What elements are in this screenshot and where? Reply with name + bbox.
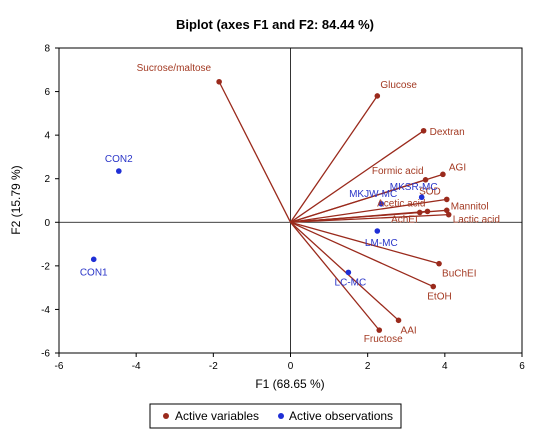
observation-point-mkjw-mc: [378, 200, 384, 207]
variable-label-agi: AGI: [449, 162, 466, 173]
variable-point-formic-acid: [422, 177, 429, 183]
vector-buchei: [290, 221, 440, 265]
variable-point-glucose: [374, 93, 381, 99]
observation-label-lc-mc: LC-MC: [335, 277, 367, 288]
observation-point-lm-mc: [374, 228, 381, 234]
observation-label-con1: CON1: [80, 267, 108, 278]
variable-point-sod: [443, 196, 450, 203]
y-tick-label: 6: [44, 87, 50, 98]
observation-point-mksr-mc: [418, 194, 425, 201]
y-tick-label: -6: [41, 349, 50, 360]
variable-label-sod: SOD: [419, 186, 441, 197]
y-tick-label: 0: [44, 218, 50, 229]
vector-glucose: [289, 95, 378, 223]
variable-point-aai: [395, 317, 402, 324]
vector-formic-acid: [290, 179, 426, 223]
vector-etoh: [290, 221, 434, 288]
vector-aai: [290, 221, 399, 321]
variable-label-formic-acid: Formic acid: [372, 166, 424, 177]
y-tick-label: -2: [41, 261, 50, 272]
y-axis-title: F2 (15.79 %): [9, 165, 23, 234]
point-labels: Sucrose/maltose Glucose Dextran AGI Formic a…: [80, 63, 500, 345]
x-tick-label: -6: [55, 361, 64, 372]
variable-point-lactic-acid: [445, 211, 452, 218]
y-tick-label: 2: [44, 174, 50, 185]
vector-dextran: [290, 130, 424, 223]
vector-lactic-acid: [290, 214, 449, 223]
legend-box: [149, 403, 402, 429]
y-tick-label: 8: [44, 44, 50, 55]
variable-point-dextran: [420, 127, 427, 134]
observation-point-lc-mc: [345, 269, 352, 276]
x-tick-label: -4: [132, 361, 141, 372]
variable-point-sucrose-maltose: [216, 78, 222, 85]
chart-title: Biplot (axes F1 and F2: 84.44 %): [176, 17, 374, 32]
observation-label-con2: CON2: [105, 154, 133, 165]
variable-label-aai: AAI: [401, 325, 417, 336]
variable-point-agi: [440, 171, 446, 178]
x-axis-title: F1 (68.65 %): [255, 377, 324, 391]
variable-label-buchei: BuChEI: [442, 269, 476, 280]
observation-label-mkjw-mc: MKJW-MC: [349, 189, 397, 200]
y-tick-label: -4: [41, 305, 50, 316]
variable-label-etoh: EtOH: [427, 292, 451, 303]
x-tick-label: -2: [209, 361, 218, 372]
observation-label-lm-mc: LM-MC: [365, 238, 398, 249]
x-tick-label: 6: [519, 361, 525, 372]
vector-achei: [290, 211, 420, 223]
legend-label-variables: Active variables: [175, 409, 259, 423]
variable-point-etoh: [430, 283, 437, 290]
legend-label-observations: Active observations: [289, 409, 393, 423]
variable-label-fructose: Fructose: [364, 334, 403, 345]
axis-ticks: -6 -4 -2 0 2 4 6 -6 -4 -2 0 2 4 6 8: [41, 44, 525, 373]
vector-fructose: [289, 221, 380, 331]
legend: Active variables Active observations: [149, 403, 402, 429]
variable-point-achei: [416, 209, 423, 216]
vector-sod: [290, 198, 447, 223]
vector-sucrose-maltose: [218, 81, 292, 223]
variable-label-dextran: Dextran: [430, 127, 465, 138]
variable-label-mannitol: Mannitol: [451, 201, 489, 212]
variable-label-lactic-acid: Lactic acid: [453, 215, 500, 226]
legend-marker-variables: [163, 413, 169, 419]
observation-point-con1: [90, 256, 97, 263]
observation-point-con2: [116, 168, 122, 174]
variable-point-acetic-acid: [424, 208, 431, 215]
observation-label-mksr-mc: MKSR-MC: [390, 182, 438, 193]
x-tick-label: 0: [288, 361, 294, 372]
variable-point-fructose: [376, 327, 383, 333]
x-tick-label: 4: [442, 361, 448, 372]
legend-marker-observations: [278, 413, 284, 419]
variable-label-sucrose-maltose: Sucrose/maltose: [137, 63, 212, 74]
y-tick-label: 4: [44, 131, 50, 142]
x-tick-label: 2: [365, 361, 371, 372]
variable-label-glucose: Glucose: [380, 80, 417, 91]
variable-point-mannitol: [443, 207, 450, 214]
data-points: [90, 78, 452, 333]
variable-point-buchei: [436, 260, 442, 267]
variable-label-achei: AchEI: [391, 214, 418, 225]
variable-label-acetic-acid: Acetic acid: [377, 198, 425, 209]
